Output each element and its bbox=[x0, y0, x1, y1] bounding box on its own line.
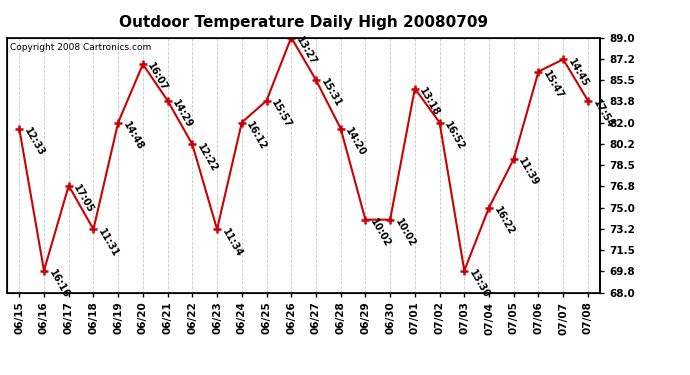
Text: 10:02: 10:02 bbox=[393, 217, 417, 249]
Text: 11:34: 11:34 bbox=[220, 226, 244, 258]
Text: 15:47: 15:47 bbox=[541, 69, 565, 100]
Text: 17:05: 17:05 bbox=[72, 183, 96, 215]
Text: 16:52: 16:52 bbox=[442, 120, 466, 152]
Text: 14:45: 14:45 bbox=[566, 57, 590, 88]
Text: 14:20: 14:20 bbox=[344, 126, 368, 158]
Text: 15:57: 15:57 bbox=[269, 98, 293, 130]
Text: 13:27: 13:27 bbox=[294, 35, 318, 67]
Text: 14:29: 14:29 bbox=[170, 98, 195, 130]
Text: Outdoor Temperature Daily High 20080709: Outdoor Temperature Daily High 20080709 bbox=[119, 15, 488, 30]
Text: 15:31: 15:31 bbox=[319, 77, 343, 109]
Text: 16:16: 16:16 bbox=[47, 268, 71, 300]
Text: 11:31: 11:31 bbox=[96, 226, 120, 258]
Text: 17:54: 17:54 bbox=[591, 98, 615, 130]
Text: 13:18: 13:18 bbox=[417, 86, 442, 118]
Text: 13:30: 13:30 bbox=[467, 268, 491, 300]
Text: 14:48: 14:48 bbox=[121, 120, 145, 152]
Text: 16:22: 16:22 bbox=[492, 205, 516, 237]
Text: 16:07: 16:07 bbox=[146, 62, 170, 93]
Text: 11:39: 11:39 bbox=[517, 156, 541, 188]
Text: Copyright 2008 Cartronics.com: Copyright 2008 Cartronics.com bbox=[10, 43, 151, 52]
Text: 10:02: 10:02 bbox=[368, 217, 393, 249]
Text: 16:12: 16:12 bbox=[244, 120, 268, 152]
Text: 12:22: 12:22 bbox=[195, 142, 219, 173]
Text: 12:33: 12:33 bbox=[22, 126, 46, 158]
